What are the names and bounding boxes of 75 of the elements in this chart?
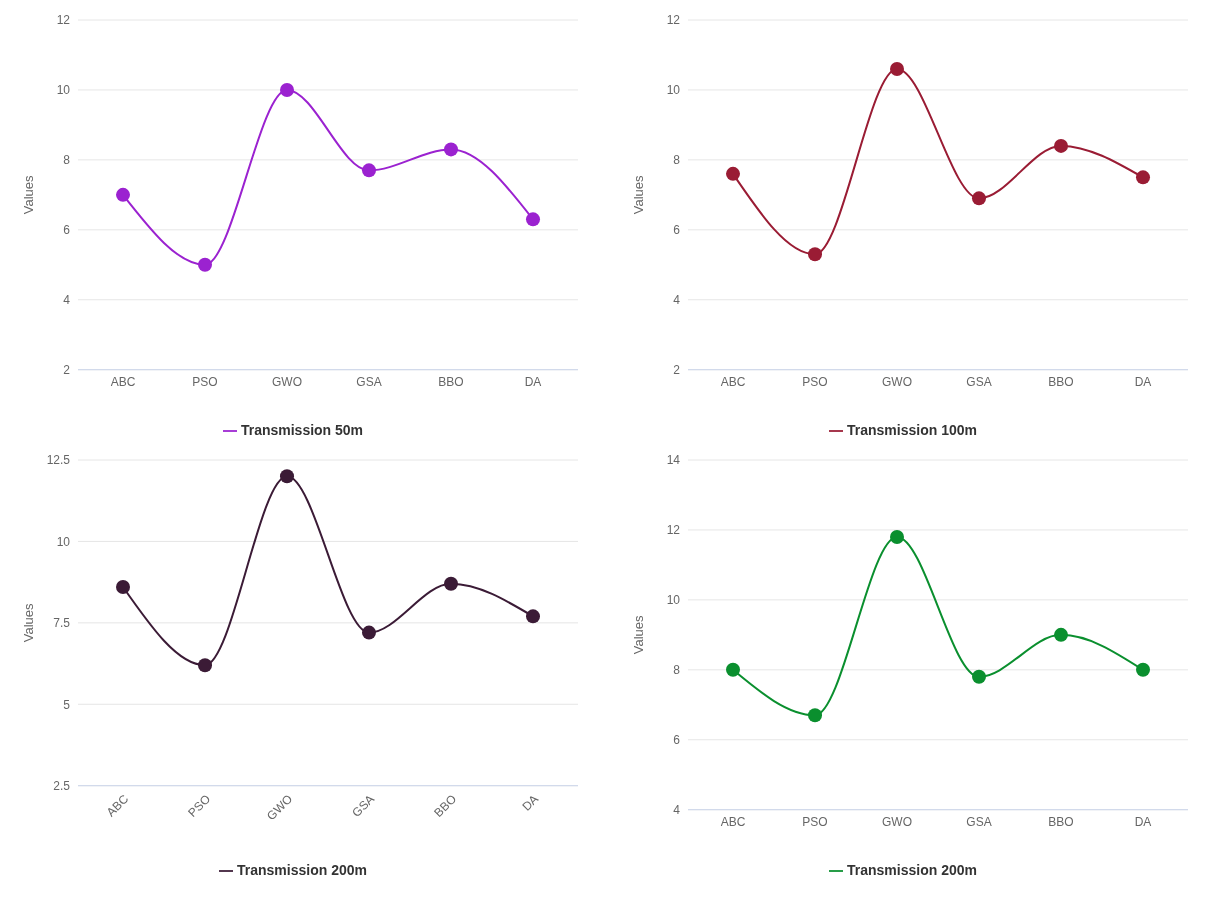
x-tick-label: DA [519,791,542,814]
x-tick-label: GSA [966,815,992,830]
y-axis-title: Values [20,602,36,643]
legend-label: Transmission 200m [847,861,977,878]
point [198,257,212,272]
y-tick-label: 6 [673,223,681,238]
point [116,187,130,202]
y-tick-label: 4 [63,293,71,308]
point [972,669,986,684]
y-tick-label: 10 [666,83,681,98]
x-tick-label: DA [1134,815,1152,830]
y-tick-label: 6 [673,733,681,748]
y-tick-label: 2.5 [53,778,71,793]
legend-label: Transmission 100m [847,421,977,438]
y-tick-label: 6 [63,223,71,238]
y-tick-label: 5 [63,697,71,712]
legend-label: Transmission 200m [237,861,367,878]
legend-label: Transmission 50m [240,421,364,438]
y-tick-label: 12.5 [46,453,71,468]
y-tick-label: 4 [673,293,681,308]
x-tick-label: ABC [720,815,746,830]
x-tick-label: GSA [356,375,382,390]
y-tick-label: 8 [673,663,681,678]
x-tick-label: PSO [802,815,828,830]
point [444,142,458,157]
x-tick-label: PSO [192,375,218,390]
y-tick-label: 2 [673,362,681,377]
y-tick-label: 10 [666,593,681,608]
point [808,247,822,262]
point [890,529,904,544]
y-tick-label: 14 [666,453,681,468]
y-tick-label: 12 [666,13,681,28]
x-tick-label: GSA [966,375,992,390]
point [362,625,376,640]
x-tick-label: ABC [110,375,136,390]
point [890,61,904,76]
y-axis-title: Values [20,174,36,215]
point [526,212,540,227]
point [280,82,294,97]
x-tick-label: GWO [882,815,912,830]
y-tick-label: 10 [56,83,71,98]
point [280,469,294,484]
point [526,609,540,624]
y-tick-label: 10 [56,534,71,549]
x-tick-label: BBO [1048,375,1074,390]
point [726,662,740,677]
y-tick-label: 12 [56,13,71,28]
point [444,576,458,591]
y-tick-label: 12 [666,523,681,538]
point [726,166,740,181]
point [1136,170,1150,185]
y-tick-label: 7.5 [53,616,71,631]
point [1054,138,1068,153]
point [1054,627,1068,642]
point [972,191,986,206]
y-tick-label: 2 [63,362,71,377]
x-tick-label: GWO [272,375,302,390]
x-tick-label: ABC [720,375,746,390]
point [362,163,376,178]
point [1136,662,1150,677]
x-tick-label: DA [524,375,542,390]
x-tick-label: GWO [882,375,912,390]
x-tick-label: DA [1134,375,1152,390]
x-tick-label: GSA [349,791,378,820]
point [808,708,822,723]
x-tick-label: BBO [438,375,464,390]
y-tick-label: 8 [63,153,71,168]
y-axis-title: Values [630,614,646,655]
x-tick-label: PSO [802,375,828,390]
point [116,580,130,595]
point [198,658,212,673]
y-tick-label: 8 [673,153,681,168]
y-tick-label: 4 [673,802,681,817]
x-tick-label: BBO [1048,815,1074,830]
y-axis-title: Values [630,174,646,215]
